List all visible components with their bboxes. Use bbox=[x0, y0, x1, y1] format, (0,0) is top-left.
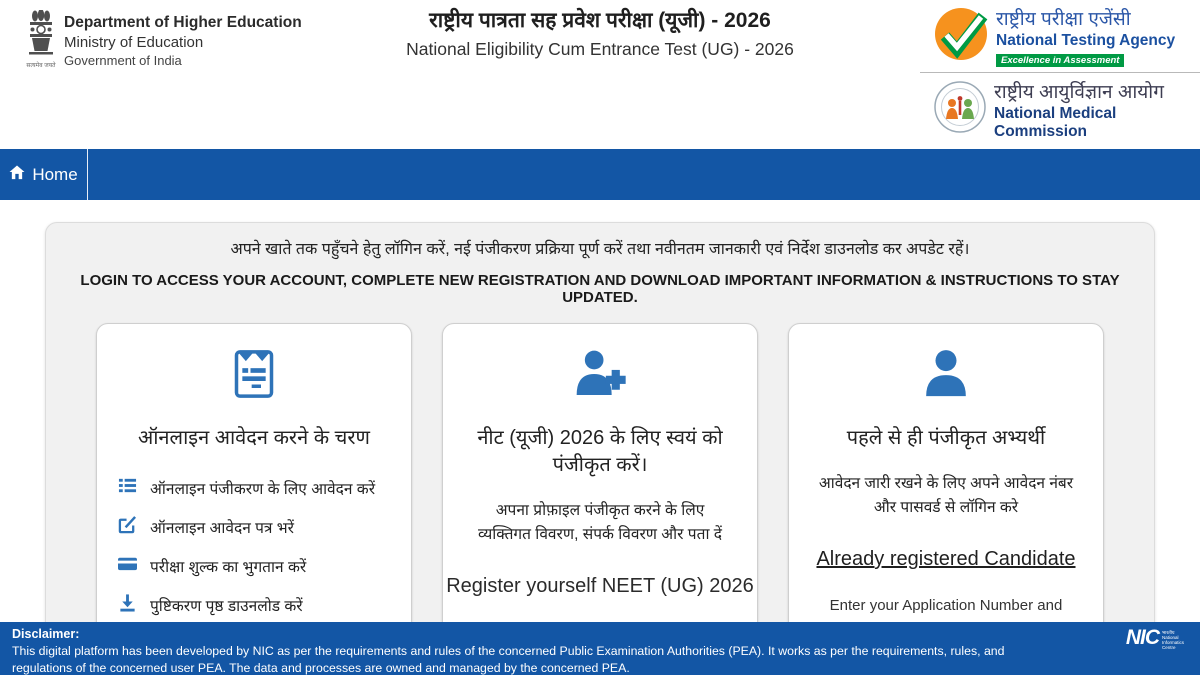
nmc-logo-icon bbox=[934, 80, 986, 138]
step-label: परीक्षा शुल्क का भुगतान करें bbox=[150, 559, 307, 576]
home-icon bbox=[9, 164, 25, 185]
user-plus-icon bbox=[572, 350, 628, 406]
nic-logo: NIC भारतीय National Informatics Centre bbox=[1125, 626, 1184, 650]
exam-title-hindi: राष्ट्रीय पात्रता सह प्रवेश परीक्षा (यूज… bbox=[429, 9, 771, 32]
government-branding: सत्यमेव जयते Department of Higher Educat… bbox=[26, 9, 302, 69]
exam-title-english: National Eligibility Cum Entrance Test (… bbox=[406, 39, 794, 59]
step-item-fill-form: ऑनलाइन आवेदन पत्र भरें bbox=[118, 515, 390, 539]
content-panel: अपने खाते तक पहुँचने हेतु लॉगिन करें, नई… bbox=[45, 222, 1155, 675]
login-card-subtitle-hindi: आवेदन जारी रखने के लिए अपने आवेदन नंबर औ… bbox=[818, 475, 1074, 517]
disclaimer-label: Disclaimer: bbox=[12, 627, 80, 641]
register-card-subtitle-hindi: अपना प्रोफ़ाइल पंजीकृत करने के लिए व्यक्… bbox=[477, 502, 722, 544]
list-icon bbox=[118, 476, 137, 500]
main-navbar: Home bbox=[0, 149, 1200, 200]
step-label: ऑनलाइन आवेदन पत्र भरें bbox=[150, 520, 295, 537]
steps-to-apply-card: ऑनलाइन आवेदन करने के चरण ऑनलाइन पंजीकरण … bbox=[96, 323, 412, 675]
site-header: सत्यमेव जयते Department of Higher Educat… bbox=[0, 0, 1200, 149]
nmc-name-english: National Medical Commission bbox=[994, 104, 1117, 140]
logo-divider bbox=[920, 72, 1200, 73]
register-card-link[interactable]: Register yourself NEET (UG) 2026 bbox=[446, 575, 754, 598]
step-item-pay-fee: परीक्षा शुल्क का भुगतान करें bbox=[118, 554, 390, 578]
nta-logo-icon bbox=[934, 7, 988, 66]
credit-card-icon bbox=[118, 554, 137, 578]
nta-logo-block: राष्ट्रीय परीक्षा एजेंसी National Testin… bbox=[920, 0, 1200, 72]
page-footer: Disclaimer: This digital platform has be… bbox=[0, 622, 1200, 675]
nav-home-label: Home bbox=[32, 164, 78, 184]
user-icon bbox=[918, 350, 974, 406]
exam-title-block: राष्ट्रीय पात्रता सह प्रवेश परीक्षा (यूज… bbox=[330, 6, 870, 60]
ministry-education-label: Ministry of Education bbox=[64, 34, 204, 51]
application-form-icon bbox=[226, 350, 282, 406]
step-item-download-confirmation: पुष्टिकरण पृष्ठ डाउनलोड करें bbox=[118, 593, 390, 617]
nic-abbr-label: NIC bbox=[1125, 626, 1160, 649]
nmc-logo-block: राष्ट्रीय आयुर्विज्ञान आयोग National Med… bbox=[920, 73, 1200, 145]
nav-home-item[interactable]: Home bbox=[0, 149, 88, 200]
steps-card-title-hindi: ऑनलाइन आवेदन करने के चरण bbox=[137, 427, 371, 449]
intro-line-hindi: अपने खाते तक पहुँचने हेतु लॉगिन करें, नई… bbox=[230, 241, 970, 258]
government-of-india-label: Government of India bbox=[64, 53, 182, 68]
edit-icon bbox=[118, 515, 137, 539]
register-card-title-hindi: नीट (यूजी) 2026 के लिए स्वयं को पंजीकृत … bbox=[477, 427, 723, 476]
nta-name-english: National Testing Agency bbox=[996, 31, 1176, 49]
nta-name-hindi: राष्ट्रीय परीक्षा एजेंसी bbox=[996, 8, 1131, 30]
steps-list: ऑनलाइन पंजीकरण के लिए आवेदन करें ऑनलाइन … bbox=[118, 476, 390, 617]
nta-tagline-badge: Excellence in Assessment bbox=[996, 53, 1125, 67]
agency-logos: राष्ट्रीय परीक्षा एजेंसी National Testin… bbox=[920, 0, 1200, 149]
step-label: ऑनलाइन पंजीकरण के लिए आवेदन करें bbox=[150, 481, 376, 498]
nmc-name-hindi: राष्ट्रीय आयुर्विज्ञान आयोग bbox=[994, 81, 1164, 103]
intro-line-english: LOGIN TO ACCESS YOUR ACCOUNT, COMPLETE N… bbox=[80, 272, 1120, 306]
disclaimer-text: This digital platform has been developed… bbox=[12, 644, 1005, 675]
ashoka-emblem-icon: सत्यमेव जयते bbox=[26, 9, 56, 69]
nic-caption: भारतीय National Informatics Centre bbox=[1161, 630, 1184, 650]
step-item-register: ऑनलाइन पंजीकरण के लिए आवेदन करें bbox=[118, 476, 390, 500]
login-card-title-hindi: पहले से ही पंजीकृत अभ्यर्थी bbox=[846, 427, 1046, 449]
already-registered-link[interactable]: Already registered Candidate bbox=[816, 548, 1076, 571]
emblem-motto: सत्यमेव जयते bbox=[26, 63, 56, 69]
dept-higher-education-label: Department of Higher Education bbox=[64, 14, 302, 31]
step-label: पुष्टिकरण पृष्ठ डाउनलोड करें bbox=[150, 598, 303, 615]
download-icon bbox=[118, 593, 137, 617]
